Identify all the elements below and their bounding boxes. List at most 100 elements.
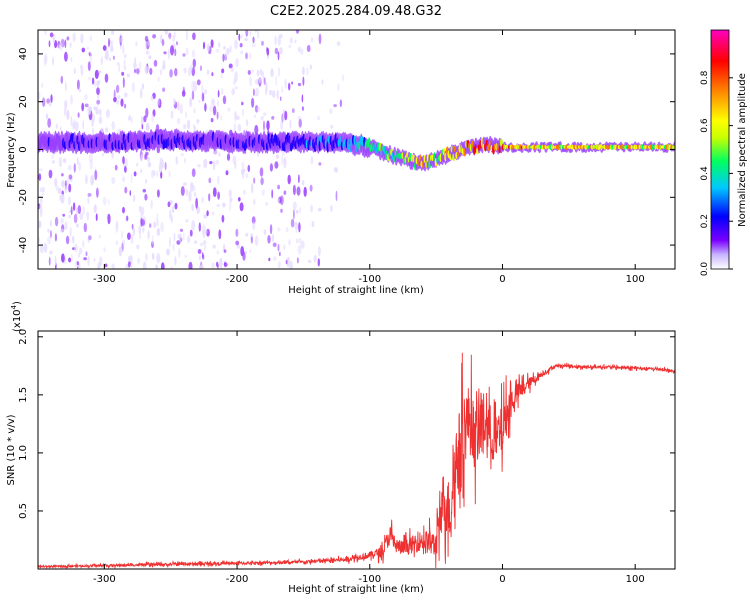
heatmap-noise-cell — [271, 90, 276, 98]
heatmap-noise-cell — [251, 68, 254, 73]
heatmap-noise-cell — [256, 69, 260, 77]
heatmap-noise-cell — [250, 236, 253, 244]
heatmap-noise-cell — [130, 173, 133, 184]
heatmap-noise-cell — [230, 67, 234, 72]
heatmap-noise-cell — [217, 264, 219, 269]
heatmap-noise-cell — [164, 30, 169, 35]
heatmap-noise-cell — [93, 106, 96, 111]
heatmap-noise-cell — [228, 63, 233, 69]
heatmap-noise-cell — [157, 97, 160, 106]
heatmap-noise-cell — [123, 58, 126, 68]
heatmap-noise-cell — [317, 258, 320, 267]
heatmap-noise-cell — [271, 189, 274, 199]
heatmap-noise-cell — [87, 255, 90, 266]
heatmap-noise-cell — [76, 223, 79, 228]
heatmap-noise-cell — [303, 186, 307, 197]
heatmap-noise-cell — [141, 83, 145, 90]
heatmap-noise-cell — [121, 230, 123, 240]
heatmap-noise-cell — [203, 228, 208, 235]
heatmap-noise-cell — [220, 115, 223, 121]
heatmap-noise-cell — [287, 174, 291, 185]
heatmap-noise-cell — [216, 111, 219, 120]
heatmap-noise-cell — [184, 254, 187, 258]
heatmap-noise-cell — [211, 98, 216, 106]
heatmap-noise-cell — [86, 211, 90, 221]
y-tick-label: 0 — [18, 146, 29, 152]
heatmap-noise-cell — [83, 222, 88, 233]
heatmap-noise-cell — [73, 163, 77, 173]
heatmap-noise-cell — [126, 232, 131, 240]
heatmap-noise-cell — [210, 39, 214, 48]
heatmap-noise-cell — [48, 256, 51, 266]
heatmap-noise-cell — [217, 175, 220, 185]
heatmap-noise-cell — [279, 47, 283, 55]
heatmap-noise-cell — [178, 248, 181, 258]
heatmap-noise-cell — [297, 46, 301, 53]
heatmap-noise-cell — [122, 176, 125, 183]
heatmap-noise-cell — [60, 42, 63, 52]
heatmap-noise-cell — [60, 75, 63, 84]
spectrogram-y-label: Frequency (Hz) — [6, 112, 17, 188]
heatmap-noise-cell — [48, 40, 51, 48]
heatmap-noise-cell — [64, 221, 68, 231]
heatmap-noise-cell — [126, 73, 130, 78]
heatmap-noise-cell — [180, 186, 185, 196]
heatmap-noise-cell — [150, 199, 153, 210]
heatmap-noise-cell — [189, 97, 193, 108]
heatmap-noise-cell — [60, 193, 65, 204]
heatmap-noise-cell — [133, 62, 137, 70]
heatmap-noise-cell — [108, 38, 110, 48]
heatmap-noise-cell — [174, 256, 177, 266]
heatmap-noise-cell — [202, 41, 206, 50]
heatmap-noise-cell — [280, 208, 283, 213]
heatmap-noise-cell — [247, 70, 251, 75]
heatmap-noise-cell — [257, 106, 261, 113]
heatmap-noise-cell — [98, 70, 102, 74]
heatmap-noise-cell — [105, 49, 109, 61]
heatmap-noise-cell — [87, 106, 92, 115]
heatmap-noise-cell — [262, 112, 267, 117]
heatmap-noise-cell — [88, 76, 92, 80]
heatmap-noise-cell — [242, 108, 245, 117]
heatmap-noise-cell — [265, 47, 269, 52]
heatmap-noise-cell — [118, 62, 120, 73]
heatmap-noise-cell — [140, 206, 145, 215]
heatmap-noise-cell — [257, 30, 260, 39]
heatmap-noise-cell — [222, 95, 227, 105]
heatmap-noise-cell — [298, 174, 300, 184]
snr-y-ticks: 0.5 1.0 1.5 2.0 — [18, 329, 675, 519]
heatmap-noise-cell — [88, 235, 92, 241]
heatmap-noise-cell — [78, 161, 82, 171]
heatmap-noise-cell — [72, 32, 76, 42]
heatmap-noise-cell — [140, 116, 145, 123]
heatmap-noise-cell — [173, 98, 176, 105]
heatmap-noise-cell — [292, 108, 295, 113]
heatmap-noise-cell — [54, 255, 57, 266]
heatmap-noise-cell — [176, 240, 181, 245]
x-tick-label: -200 — [226, 274, 249, 285]
heatmap-noise-cell — [291, 81, 293, 85]
heatmap-noise-cell — [98, 108, 102, 116]
heatmap-noise-cell — [198, 222, 201, 232]
heatmap-noise-cell — [295, 30, 300, 34]
heatmap-noise-cell — [185, 188, 189, 196]
heatmap-noise-cell — [208, 193, 211, 202]
heatmap-noise-cell — [301, 94, 304, 103]
heatmap-noise-cell — [209, 104, 214, 112]
x-tick-label: 100 — [626, 574, 645, 585]
heatmap-noise-cell — [66, 36, 70, 41]
colorbar-tick-label: 0.0 — [700, 262, 710, 277]
heatmap-noise-cell — [223, 262, 228, 268]
heatmap-noise-cell — [283, 157, 287, 169]
heatmap-noise-cell — [72, 202, 76, 211]
heatmap-noise-cell — [271, 116, 275, 120]
heatmap-noise-cell — [209, 161, 213, 165]
heatmap-noise-cell — [211, 72, 214, 77]
heatmap-noise-cell — [310, 37, 314, 43]
heatmap-noise-cell — [254, 30, 257, 33]
heatmap-noise-cell — [238, 197, 241, 202]
heatmap-noise-cell — [184, 157, 186, 164]
heatmap-noise-cell — [262, 71, 265, 81]
heatmap-noise-cell — [169, 69, 173, 78]
